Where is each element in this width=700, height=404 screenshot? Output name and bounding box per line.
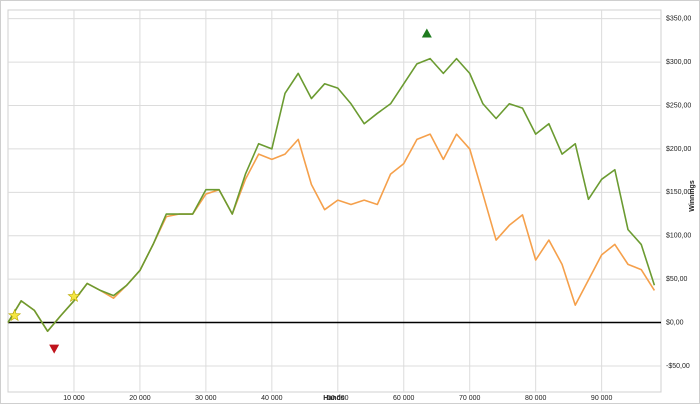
y-tick-label: $0,00 <box>666 319 684 326</box>
x-tick-label: 80 000 <box>525 395 547 402</box>
y-tick-label: $100,00 <box>666 233 691 240</box>
x-tick-label: 50 000 <box>327 395 349 402</box>
star-marker <box>8 308 22 322</box>
x-tick-label: 10 000 <box>63 395 85 402</box>
series-line <box>7 57 656 333</box>
y-tick-label: -$50,00 <box>666 363 690 370</box>
x-tick-label: 40 000 <box>261 395 283 402</box>
y-tick-label: $200,00 <box>666 146 691 153</box>
x-tick-label: 90 000 <box>591 395 613 402</box>
star-marker <box>67 289 81 303</box>
x-tick-label: 30 000 <box>195 395 217 402</box>
max-marker <box>421 28 432 38</box>
plot-area <box>7 9 662 393</box>
y-tick-label: $300,00 <box>666 59 691 66</box>
y-tick-label: $250,00 <box>666 102 691 109</box>
y-tick-label: $350,00 <box>666 16 691 23</box>
y-axis-title: Winnings <box>689 180 696 212</box>
x-tick-label: 70 000 <box>459 395 481 402</box>
x-axis-title: Hands <box>323 395 345 402</box>
min-marker <box>49 344 60 354</box>
x-tick-label: 20 000 <box>129 395 151 402</box>
y-tick-label: $50,00 <box>666 276 688 283</box>
series-line <box>7 133 656 333</box>
y-tick-label: $150,00 <box>666 189 691 196</box>
x-tick-label: 60 000 <box>393 395 415 402</box>
